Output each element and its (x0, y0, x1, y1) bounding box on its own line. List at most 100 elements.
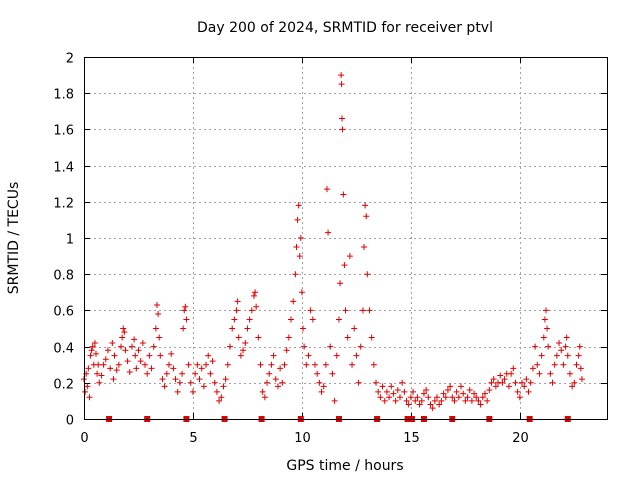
data-point (107, 365, 114, 372)
data-point (237, 352, 244, 359)
data-point (234, 298, 241, 305)
data-point (270, 352, 277, 359)
data-point (429, 405, 436, 412)
data-point (519, 379, 526, 386)
data-point (155, 311, 162, 318)
data-point (471, 390, 478, 397)
data-point (366, 307, 373, 314)
data-point (370, 361, 377, 368)
data-point (293, 244, 300, 251)
data-point (235, 334, 242, 341)
data-point (368, 334, 375, 341)
data-point (473, 394, 480, 401)
data-point (181, 307, 188, 314)
data-point (410, 388, 417, 395)
data-point (338, 72, 345, 79)
data-point (119, 334, 126, 341)
data-point (447, 383, 454, 390)
data-point (250, 292, 257, 299)
data-point (578, 376, 585, 383)
data-point (192, 370, 199, 377)
data-point (209, 358, 216, 365)
data-point (297, 235, 304, 241)
data-point (135, 347, 142, 354)
data-point (386, 394, 393, 401)
data-point (492, 383, 499, 390)
data-point (407, 394, 414, 401)
data-point (224, 361, 231, 368)
data-point (460, 390, 467, 397)
data-point (111, 352, 118, 359)
data-point (157, 352, 164, 359)
data-point (414, 394, 421, 401)
y-tick-label: 0.8 (53, 269, 74, 284)
data-point (545, 343, 552, 350)
data-point (377, 394, 384, 401)
data-point (255, 334, 262, 341)
data-point (85, 365, 92, 372)
data-point (174, 388, 181, 395)
data-point (180, 325, 187, 332)
data-point (512, 379, 519, 386)
data-point (163, 370, 170, 377)
data-point (453, 388, 460, 395)
data-point (455, 394, 462, 401)
data-point (499, 379, 506, 386)
data-point (316, 379, 323, 386)
data-point (479, 394, 486, 401)
data-point (396, 394, 403, 401)
data-point (110, 376, 117, 383)
data-point (423, 387, 430, 394)
data-point (564, 352, 571, 359)
data-point (355, 379, 362, 386)
data-point (296, 253, 303, 260)
data-point (338, 81, 345, 88)
data-point (523, 376, 530, 383)
data-point (277, 365, 284, 372)
data-point (95, 361, 102, 368)
data-point (172, 376, 179, 383)
y-tick-label: 0.4 (53, 342, 74, 357)
data-point (113, 367, 120, 374)
y-tick-label: 2 (66, 52, 74, 67)
data-point (573, 361, 580, 368)
data-point (305, 352, 312, 359)
data-point (252, 289, 259, 296)
data-point (436, 401, 443, 408)
data-point (189, 388, 196, 395)
data-point (438, 397, 445, 404)
data-point (288, 316, 295, 323)
data-point (303, 361, 310, 368)
data-point (403, 397, 410, 404)
y-tick-label: 1.4 (53, 161, 74, 176)
data-point (536, 370, 543, 377)
data-point (253, 303, 260, 310)
data-point (227, 343, 234, 350)
data-point (311, 361, 318, 368)
data-point (182, 303, 189, 310)
data-point (98, 372, 105, 379)
data-point (279, 379, 286, 386)
data-point (331, 397, 338, 404)
data-point (92, 350, 99, 357)
data-point (179, 370, 186, 377)
data-point (541, 316, 548, 323)
data-point (431, 397, 438, 404)
data-points (81, 72, 585, 412)
data-point (542, 307, 549, 314)
data-point (96, 379, 103, 386)
data-point (344, 334, 351, 341)
data-point (285, 334, 292, 341)
data-point (281, 361, 288, 368)
data-point (339, 115, 346, 122)
data-point (420, 390, 427, 397)
data-point (553, 352, 560, 359)
data-point (185, 361, 192, 368)
data-point (538, 352, 545, 359)
y-tick-label: 1.6 (53, 124, 74, 139)
data-point (126, 368, 133, 375)
data-point (571, 379, 578, 386)
data-point (259, 388, 266, 395)
data-point (102, 356, 109, 363)
